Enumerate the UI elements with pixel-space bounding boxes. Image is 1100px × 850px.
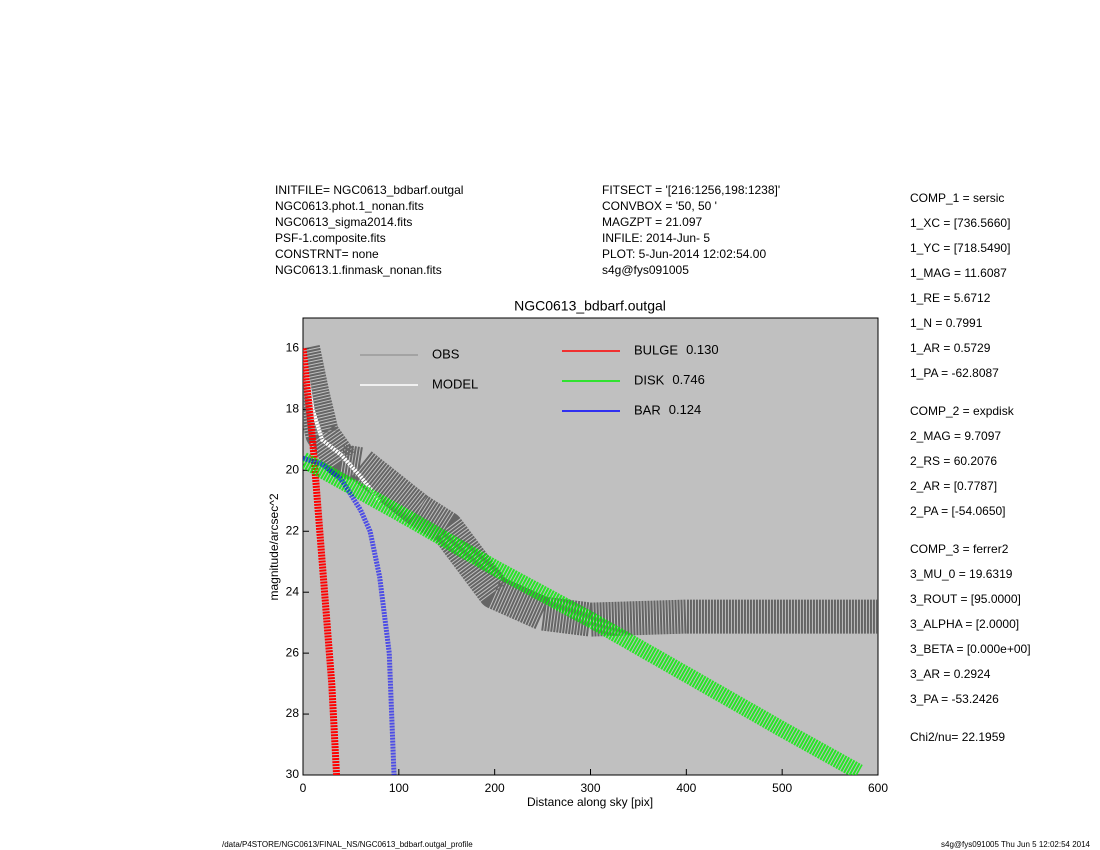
param-line: 1_XC = [736.5660]: [910, 216, 1010, 230]
y-tick-label: 22: [286, 523, 300, 537]
param-line: 2_AR = [0.7787]: [910, 479, 997, 493]
param-line: 3_BETA = [0.000e+00]: [910, 642, 1031, 656]
header-line: INFILE: 2014-Jun- 5: [602, 231, 710, 245]
plot-area: [302, 317, 879, 776]
param-line: 1_PA = -62.8087: [910, 366, 999, 380]
x-tick-label: 500: [772, 781, 792, 795]
x-tick-label: 100: [389, 781, 409, 795]
param-line: COMP_2 = expdisk: [910, 404, 1015, 418]
param-line: 2_PA = [-54.0650]: [910, 504, 1006, 518]
y-tick-label: 26: [286, 645, 300, 659]
param-line: 3_AR = 0.2924: [910, 667, 991, 681]
y-tick-label: 24: [286, 584, 300, 598]
param-line: 3_ROUT = [95.0000]: [910, 592, 1021, 606]
param-line: 1_YC = [718.5490]: [910, 241, 1010, 255]
chart-title: NGC0613_bdbarf.outgal: [514, 298, 666, 314]
header-line: MAGZPT = 21.097: [602, 215, 702, 229]
header-line: FITSECT = '[216:1256,198:1238]': [602, 183, 780, 197]
header-line: CONSTRNT= none: [275, 247, 379, 261]
param-line: Chi2/nu= 22.1959: [910, 730, 1005, 744]
profile: [303, 344, 878, 637]
param-line: 1_RE = 5.6712: [910, 291, 991, 305]
legend-label: MODEL: [432, 376, 478, 391]
param-line: 1_AR = 0.5729: [910, 341, 991, 355]
param-line: 1_MAG = 11.6087: [910, 266, 1007, 280]
x-axis-label: Distance along sky [pix]: [527, 795, 653, 809]
param-line: 2_RS = 60.2076: [910, 454, 997, 468]
profile: [303, 348, 341, 775]
legend-fraction: 0.746: [672, 372, 705, 387]
y-tick-label: 16: [286, 341, 300, 355]
legend-label: BULGE 0.130: [634, 342, 719, 357]
param-line: 3_MU_0 = 19.6319: [910, 567, 1013, 581]
param-line: 2_MAG = 9.7097: [910, 429, 1001, 443]
footer-path: /data/P4STORE/NGC0613/FINAL_NS/NGC0613_b…: [222, 840, 473, 849]
profile: [303, 455, 397, 775]
header-line: NGC0613_sigma2014.fits: [275, 215, 412, 229]
param-line: 3_PA = -53.2426: [910, 692, 999, 706]
x-tick-label: 300: [580, 781, 600, 795]
param-line: COMP_1 = sersic: [910, 191, 1004, 205]
x-tick-label: 600: [868, 781, 888, 795]
header-line: NGC0613.phot.1_nonan.fits: [275, 199, 424, 213]
y-axis-label: magnitude/arcsec^2: [267, 493, 281, 600]
param-line: COMP_3 = ferrer2: [910, 542, 1009, 556]
footer-stamp: s4g@fys091005 Thu Jun 5 12:02:54 2014: [941, 840, 1091, 849]
legend-fraction: 0.130: [686, 342, 719, 357]
header-line: INITFILE= NGC0613_bdbarf.outgal: [275, 183, 463, 197]
legend-fraction: 0.124: [669, 402, 702, 417]
header-line: PLOT: 5-Jun-2014 12:02:54.00: [602, 247, 766, 261]
header-line: s4g@fys091005: [602, 263, 689, 277]
header-line: CONVBOX = '50, 50 ': [602, 199, 717, 213]
header-line: NGC0613.1.finmask_nonan.fits: [275, 263, 442, 277]
y-tick-label: 20: [286, 463, 300, 477]
param-line: 3_ALPHA = [2.0000]: [910, 617, 1019, 631]
x-tick-label: 400: [676, 781, 696, 795]
x-tick-label: 200: [485, 781, 505, 795]
y-tick-label: 30: [286, 767, 300, 781]
param-line: 1_N = 0.7991: [910, 316, 983, 330]
x-tick-label: 0: [300, 781, 307, 795]
legend-label: OBS: [432, 346, 460, 361]
y-tick-label: 28: [286, 706, 300, 720]
y-tick-label: 18: [286, 402, 300, 416]
profile: [303, 452, 863, 775]
header-line: PSF-1.composite.fits: [275, 231, 386, 245]
